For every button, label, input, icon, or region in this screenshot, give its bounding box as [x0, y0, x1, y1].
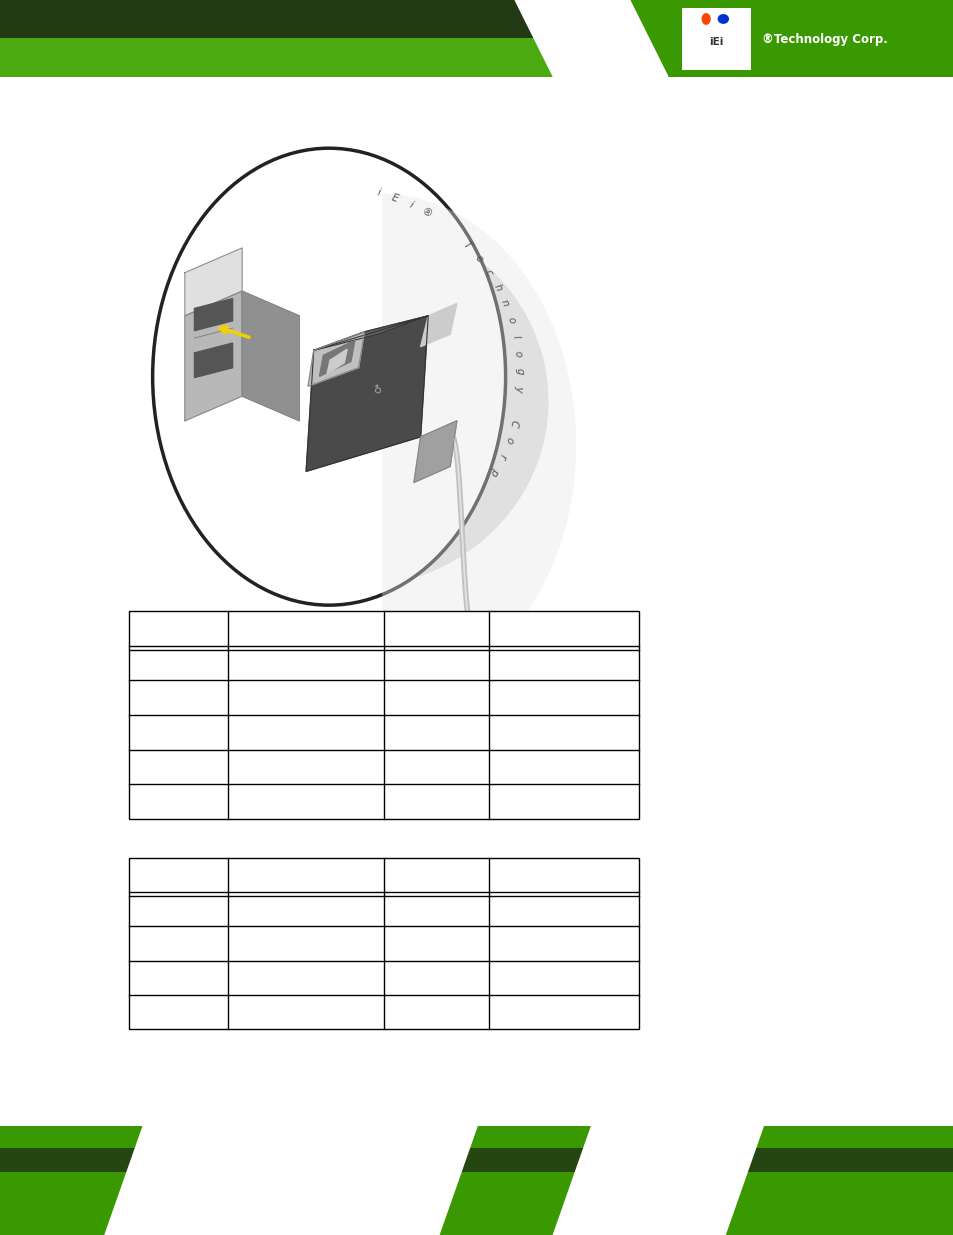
Text: e: e: [473, 253, 484, 264]
Text: i: i: [407, 200, 415, 210]
Polygon shape: [319, 341, 355, 377]
Text: .: .: [479, 482, 490, 490]
Text: p: p: [488, 466, 500, 477]
Bar: [0, 0, 572, 38]
Bar: [0, 0, 953, 77]
Polygon shape: [553, 1126, 762, 1235]
Text: o: o: [503, 435, 515, 445]
Text: o: o: [513, 350, 523, 357]
Polygon shape: [194, 343, 233, 378]
Text: y: y: [514, 385, 524, 391]
Polygon shape: [327, 350, 347, 374]
Text: ®: ®: [419, 206, 433, 220]
Bar: [629, 0, 953, 77]
Text: T: T: [461, 240, 473, 251]
Polygon shape: [242, 291, 299, 421]
Bar: [0, 38, 572, 77]
Text: r: r: [497, 452, 507, 459]
Polygon shape: [306, 316, 428, 472]
Polygon shape: [314, 316, 428, 351]
Circle shape: [152, 148, 505, 605]
Polygon shape: [308, 332, 364, 387]
Circle shape: [700, 14, 710, 25]
Text: ♁: ♁: [372, 384, 382, 395]
Text: C: C: [508, 419, 519, 427]
Bar: [0, 1149, 953, 1172]
Wedge shape: [381, 194, 576, 697]
Text: c: c: [482, 268, 494, 278]
Text: o: o: [505, 315, 517, 325]
Polygon shape: [185, 248, 242, 316]
Text: E: E: [390, 191, 399, 204]
Polygon shape: [414, 421, 456, 483]
Text: g: g: [514, 368, 524, 374]
Text: h: h: [491, 283, 503, 293]
Text: n: n: [498, 299, 511, 309]
Text: ®Technology Corp.: ®Technology Corp.: [761, 33, 887, 47]
Text: i: i: [375, 188, 381, 198]
Polygon shape: [420, 304, 456, 347]
Ellipse shape: [717, 14, 728, 23]
Polygon shape: [105, 1126, 476, 1235]
Bar: [129, 611, 639, 819]
Bar: [129, 858, 639, 1029]
Text: iEi: iEi: [708, 37, 723, 47]
Ellipse shape: [157, 215, 548, 588]
Bar: [681, 7, 750, 70]
Polygon shape: [515, 0, 667, 77]
Bar: [0, 1126, 953, 1235]
Text: l: l: [510, 335, 520, 340]
Polygon shape: [194, 299, 233, 331]
Polygon shape: [185, 291, 242, 421]
